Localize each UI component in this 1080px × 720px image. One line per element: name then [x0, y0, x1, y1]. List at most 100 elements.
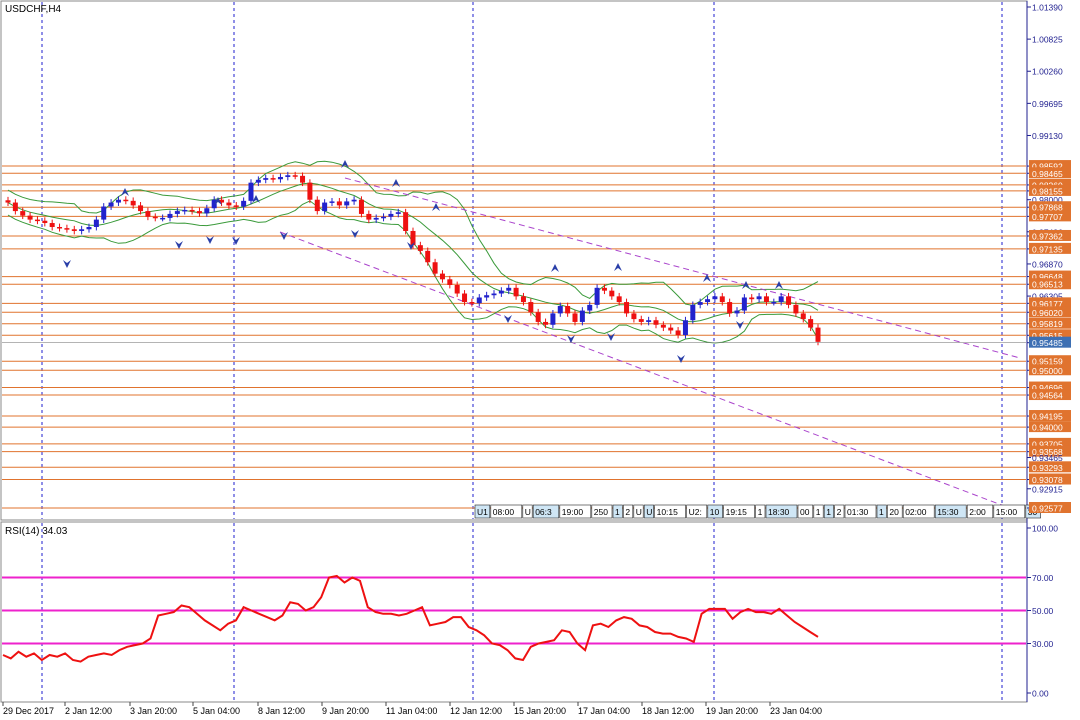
session-box	[686, 504, 708, 519]
candle-body	[565, 306, 571, 314]
candle-body	[366, 213, 372, 220]
session-box	[755, 504, 766, 519]
candle-body	[329, 201, 335, 203]
candle-body	[749, 297, 755, 300]
fractal-down-icon	[63, 260, 71, 268]
candle-body	[152, 216, 158, 219]
price-tick-label: 0.95000	[1032, 366, 1063, 376]
session-label: 01:30	[847, 507, 869, 517]
price-level-tag	[1029, 364, 1071, 376]
session-label: 02:00	[905, 507, 927, 517]
price-tick-label: 0.92577	[1032, 504, 1063, 514]
rsi-tick-label: 0.00	[1032, 689, 1049, 699]
fractal-up-icon	[392, 179, 400, 187]
candle-body	[219, 199, 225, 203]
price-tick-label: 0.93078	[1032, 475, 1063, 485]
fractal-down-icon	[567, 335, 575, 343]
time-tick-label: 18 Jan 12:00	[642, 706, 694, 716]
session-box	[823, 504, 834, 519]
session-label: 1	[879, 507, 884, 517]
session-label: U2:	[689, 507, 702, 517]
fractal-up-icon	[432, 203, 440, 211]
candle-body	[756, 296, 762, 300]
rsi-tick-label: 70.00	[1032, 573, 1054, 583]
candle-body	[351, 199, 357, 202]
price-level-tag	[1029, 160, 1071, 172]
fractal-up-icon	[614, 263, 622, 271]
price-level-tag	[1029, 502, 1071, 513]
candle-body	[395, 212, 401, 214]
rsi-panel-frame	[0, 521, 1028, 703]
time-axis: 29 Dec 2017 2 Jan 12:00 3 Jan 20:00 5 Jan 0…	[2, 702, 822, 716]
candle-body	[491, 293, 497, 296]
candle-body	[138, 205, 144, 212]
candle-body	[211, 199, 217, 209]
session-label: U	[646, 507, 652, 517]
session-box	[797, 504, 814, 519]
price-axis: 1.01390 1.00825 1.00260 0.99695 0.99130 0.985…	[2, 3, 1071, 514]
candle-body	[64, 228, 70, 230]
candle-body	[373, 217, 379, 220]
session-box	[876, 504, 887, 519]
price-level-tag	[1029, 242, 1071, 254]
candle-body	[778, 296, 784, 303]
channel-lower	[279, 231, 1021, 513]
time-tick-label: 2 Jan 12:00	[65, 706, 112, 716]
candle-body	[277, 176, 283, 180]
price-tick-label: 0.99695	[1032, 99, 1063, 109]
session-label: 15:30	[937, 507, 959, 517]
vertical-grid	[41, 2, 1003, 701]
candle-body	[462, 293, 468, 303]
candle-body	[248, 182, 254, 201]
candle-body	[454, 284, 460, 294]
candle-body	[336, 201, 342, 206]
session-label: 10	[710, 507, 720, 517]
candle-body	[601, 287, 607, 291]
session-box	[522, 504, 533, 519]
candle-body	[506, 287, 512, 291]
candle-body	[34, 219, 40, 222]
candle-body	[425, 250, 431, 263]
candle-body	[587, 304, 593, 311]
candle-body	[344, 201, 350, 206]
candle-body	[439, 273, 445, 280]
candle-body	[20, 211, 26, 216]
price-tick-label: 0.99130	[1032, 131, 1063, 141]
candle-body	[167, 213, 173, 218]
candle-body	[226, 202, 232, 206]
price-panel-frame	[0, 0, 1028, 521]
session-box	[844, 504, 877, 519]
time-tick-label: 29 Dec 2017	[3, 706, 54, 716]
session-box	[591, 504, 613, 519]
candle-body	[79, 229, 85, 231]
session-labels: U1 08:00 U 06:3 19:00 250 1 2 U U 10:15 U2: 10 19:15 1…	[474, 504, 1041, 519]
candle-body	[410, 230, 416, 246]
candle-body	[182, 209, 188, 212]
price-tick-label: 0.95819	[1032, 319, 1063, 329]
candle-body	[417, 245, 423, 251]
current-price-tag	[1029, 336, 1071, 348]
fractal-up-icon	[703, 274, 711, 282]
session-box	[934, 504, 967, 519]
candle-body	[233, 205, 239, 207]
session-box	[532, 504, 560, 519]
price-tick-label: 1.00260	[1032, 67, 1063, 77]
session-label: 1	[826, 507, 831, 517]
session-label: U	[525, 507, 531, 517]
candle-body	[535, 312, 541, 322]
session-label: 10:15	[657, 507, 679, 517]
candles	[5, 171, 821, 346]
candle-body	[543, 321, 549, 325]
price-level-tag	[1029, 317, 1071, 329]
price-level-tag	[1029, 421, 1071, 433]
price-level-tag	[1029, 270, 1071, 282]
candle-body	[719, 296, 725, 303]
candle-body	[307, 182, 313, 200]
time-tick-label: 19 Jan 20:00	[706, 706, 758, 716]
rsi-tick-label: 100.00	[1032, 524, 1058, 534]
candle-body	[572, 313, 578, 322]
price-tick-label: 0.96305	[1032, 292, 1063, 302]
session-label: 1	[816, 507, 821, 517]
price-tick-label: 0.97135	[1032, 244, 1063, 254]
